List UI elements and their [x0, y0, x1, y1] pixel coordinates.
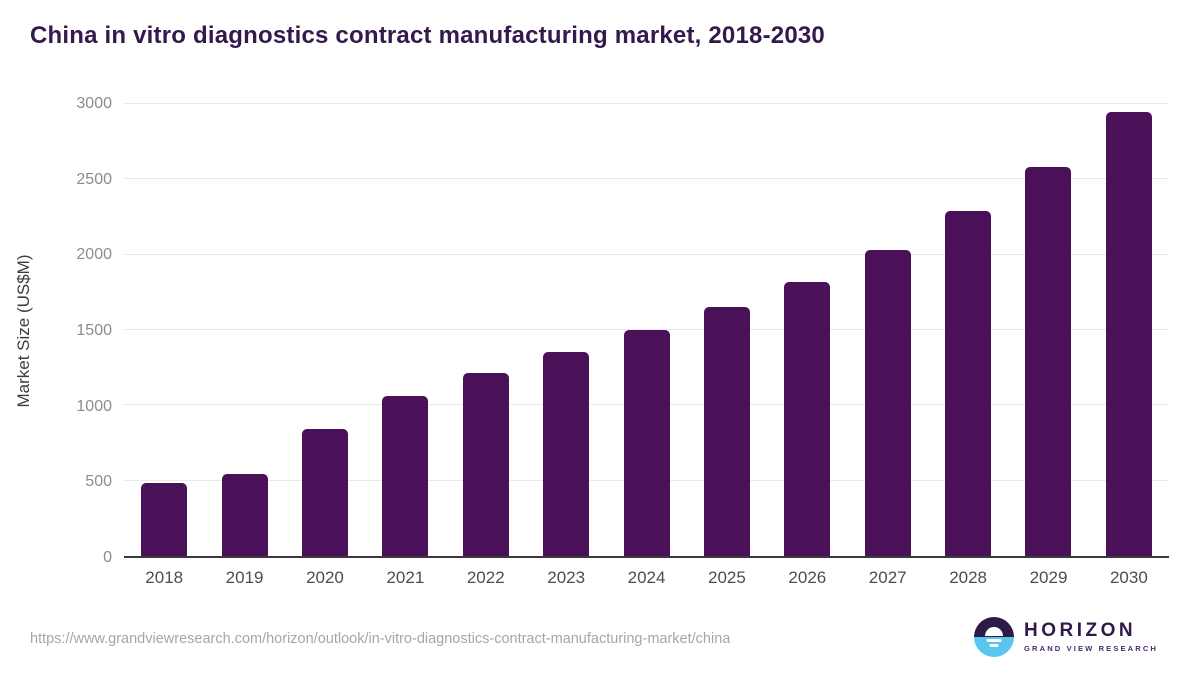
sun-over-horizon-icon: [974, 617, 1015, 657]
bar-slot-2022: [446, 104, 526, 556]
x-tick-label-2024: 2024: [627, 568, 666, 587]
gridline: [124, 253, 1169, 255]
gridline: [124, 329, 1169, 330]
bar-2024: [623, 330, 670, 556]
bar-2021: [382, 395, 429, 556]
bar-series: [124, 104, 1169, 556]
bar-slot-2028: [928, 104, 1008, 556]
x-tick-label-2022: 2022: [466, 568, 505, 587]
y-tick-label: 1500: [76, 322, 112, 339]
bar-2028: [945, 211, 992, 556]
bar-2029: [1025, 166, 1072, 556]
x-tick-label-2028: 2028: [949, 568, 988, 587]
y-tick-label: 500: [85, 473, 112, 491]
bar-2018: [141, 482, 188, 556]
y-axis-tick-labels: 0 500 1000 1500 2000 2500 3000: [0, 95, 112, 566]
x-tick-label-2020: 2020: [306, 568, 344, 587]
y-tick-label: 3000: [76, 95, 112, 112]
x-tick-label-2029: 2029: [1029, 568, 1068, 587]
x-tick-label-2025: 2025: [708, 568, 746, 587]
bar-slot-2019: [204, 104, 284, 556]
y-tick-label: 2000: [76, 246, 112, 264]
bar-2027: [864, 250, 911, 556]
x-tick-label-2018: 2018: [145, 568, 184, 587]
bar-slot-2023: [526, 104, 606, 556]
source-url: https://www.grandviewresearch.com/horizo…: [30, 631, 731, 647]
y-tick-label: 0: [103, 549, 112, 566]
bar-2023: [543, 351, 590, 556]
y-tick-label: 1000: [76, 397, 112, 415]
bar-2020: [301, 429, 348, 556]
bar-slot-2027: [848, 104, 928, 556]
x-tick-label-2030: 2030: [1109, 568, 1148, 587]
bar-2019: [221, 473, 268, 556]
bar-2025: [703, 307, 750, 556]
bar-slot-2026: [767, 104, 847, 556]
chart-title: China in vitro diagnostics contract manu…: [30, 22, 825, 49]
x-axis-tick-labels: 2018 2019 2020 2021 2022 2023 2024 2025 2026 2027…: [124, 568, 1169, 588]
bar-2026: [784, 281, 831, 556]
bar-slot-2024: [606, 104, 686, 556]
logo-subtitle: GRAND VIEW RESEARCH: [1024, 643, 1158, 653]
bar-2022: [462, 373, 509, 556]
bar-slot-2018: [124, 104, 204, 556]
x-tick-label-2023: 2023: [547, 568, 586, 587]
bar-slot-2029: [1008, 104, 1088, 556]
bar-slot-2021: [365, 104, 445, 556]
bar-slot-2020: [285, 104, 365, 556]
bar-slot-2025: [687, 104, 767, 556]
y-tick-label: 2500: [76, 170, 112, 188]
logo-title: HORIZON: [1024, 620, 1137, 642]
gridline: [124, 103, 1169, 104]
bar-slot-2030: [1089, 104, 1169, 556]
x-tick-label-2019: 2019: [225, 568, 264, 587]
x-tick-label-2026: 2026: [788, 568, 827, 587]
x-tick-label-2021: 2021: [386, 568, 425, 587]
bar-2030: [1105, 111, 1152, 556]
plot-area: [124, 103, 1169, 558]
horizon-logo: HORIZON GRAND VIEW RESEARCH: [974, 617, 1158, 657]
gridline: [124, 178, 1169, 180]
x-tick-label-2027: 2027: [868, 568, 907, 587]
